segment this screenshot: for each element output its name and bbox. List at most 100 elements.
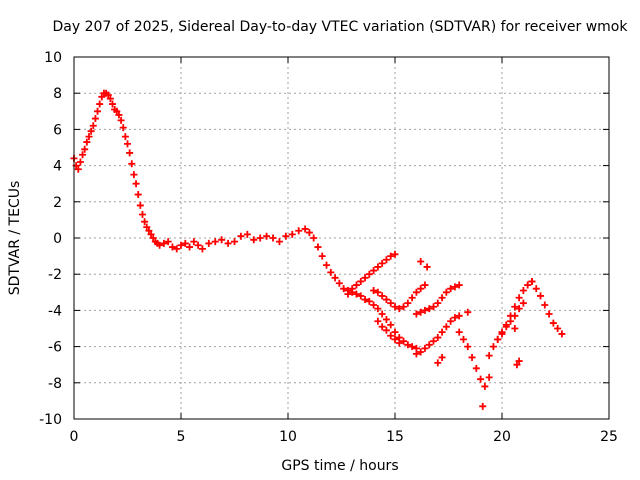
data-point [160, 239, 168, 247]
data-point [181, 239, 189, 247]
data-point [387, 332, 395, 340]
data-point [391, 250, 399, 258]
data-point [494, 335, 502, 343]
data-point [361, 274, 369, 282]
data-point [511, 312, 519, 320]
x-tick-label: 5 [177, 429, 186, 445]
data-point [237, 232, 245, 240]
data-point [515, 357, 523, 365]
data-point [98, 93, 106, 101]
y-tick-label: 0 [53, 231, 62, 247]
data-point [357, 292, 365, 300]
data-point [365, 297, 373, 305]
data-point [288, 230, 296, 238]
x-tick-label: 0 [70, 429, 79, 445]
data-point [147, 230, 155, 238]
data-point [489, 343, 497, 351]
data-point [455, 328, 463, 336]
data-series [412, 312, 463, 358]
data-point [352, 281, 360, 289]
data-point [459, 335, 467, 343]
data-point [408, 294, 416, 302]
data-point [85, 133, 93, 141]
data-point [374, 317, 382, 325]
data-point [211, 238, 219, 246]
x-tick-label: 20 [493, 429, 511, 445]
y-tick-label: 6 [53, 122, 62, 138]
y-tick-label: -2 [48, 267, 62, 283]
y-axis-label: SDTVAR / TECUs [7, 181, 23, 296]
data-point [352, 290, 360, 298]
data-point [421, 344, 429, 352]
data-point [515, 305, 523, 313]
data-point [130, 171, 138, 179]
data-point [524, 281, 532, 289]
data-point [87, 127, 95, 135]
data-point [395, 305, 403, 313]
data-point [434, 299, 442, 307]
data-point [348, 285, 356, 293]
data-point [164, 238, 172, 246]
data-point [479, 402, 487, 410]
data-point [425, 305, 433, 313]
data-series [417, 258, 523, 410]
data-point [430, 337, 438, 345]
data-point [513, 361, 521, 369]
data-point [528, 277, 536, 285]
data-point [301, 225, 309, 233]
data-point [378, 292, 386, 300]
data-point [190, 238, 198, 246]
data-point [498, 330, 506, 338]
data-point [391, 335, 399, 343]
data-point [173, 245, 181, 253]
y-tick-label: -8 [48, 376, 62, 392]
data-point [408, 343, 416, 351]
data-point [382, 296, 390, 304]
data-point [378, 310, 386, 318]
data-point [434, 334, 442, 342]
data-point [400, 337, 408, 345]
data-point [378, 259, 386, 267]
data-point [455, 281, 463, 289]
data-point [417, 308, 425, 316]
x-axis-label: GPS time / hours [281, 458, 398, 474]
data-point [106, 95, 114, 103]
data-point [391, 303, 399, 311]
data-series [412, 281, 463, 318]
data-point [295, 227, 303, 235]
data-point [109, 100, 117, 108]
data-point [186, 243, 194, 251]
data-point [477, 375, 485, 383]
data-point [417, 348, 425, 356]
data-point [256, 234, 264, 242]
data-point [117, 116, 125, 124]
data-point [365, 270, 373, 278]
data-point [558, 330, 566, 338]
data-point [124, 140, 131, 148]
data-point [464, 343, 472, 351]
data-point [136, 201, 144, 209]
y-tick-label: 4 [53, 159, 62, 175]
data-point [113, 107, 121, 115]
data-point [438, 294, 446, 302]
data-point [541, 301, 549, 309]
data-point [464, 308, 472, 316]
data-point [231, 238, 238, 246]
data-point [310, 234, 318, 242]
data-point [357, 277, 365, 285]
data-point [425, 341, 433, 349]
y-tick-label: 2 [53, 195, 62, 211]
data-point [96, 100, 104, 108]
data-point [198, 245, 206, 253]
data-point [515, 294, 523, 302]
data-point [327, 268, 335, 276]
data-point [318, 252, 326, 260]
ticks: 0 5 10 15 20 25 -10 -8 -6 -4 -2 0 2 4 6 8 10 [39, 50, 618, 445]
data-point [138, 210, 146, 218]
data-series [494, 299, 527, 343]
data-point [378, 323, 386, 331]
data-point [74, 165, 82, 173]
data-point [468, 353, 476, 361]
data-point [481, 382, 489, 390]
data-point [502, 323, 510, 331]
